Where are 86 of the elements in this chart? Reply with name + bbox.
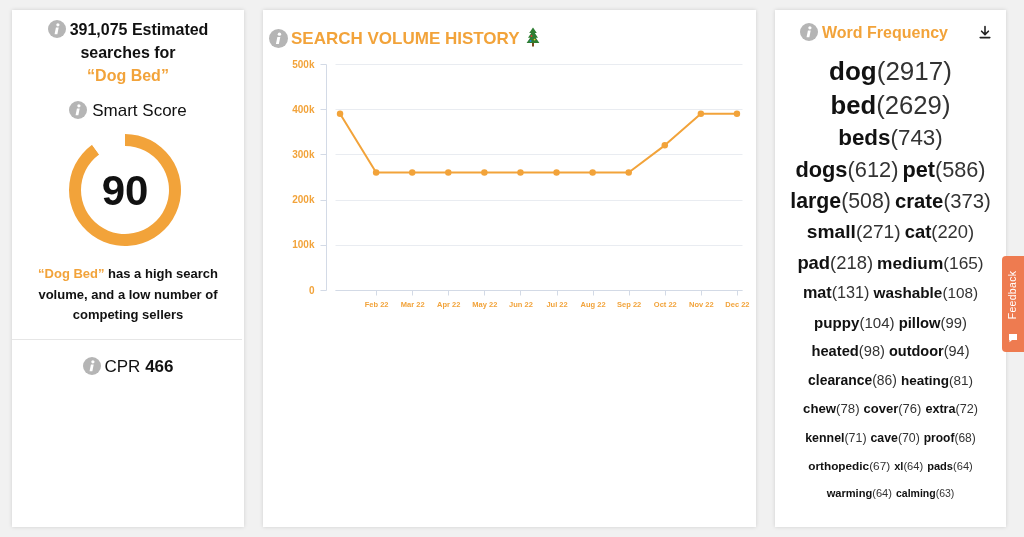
point (408, 169, 416, 176)
data-label: (78) (836, 401, 860, 417)
data-label: (63) (935, 487, 955, 500)
category-label: proof (923, 430, 955, 445)
data-label: (165) (943, 252, 984, 273)
category-label: small (806, 221, 856, 243)
category-label: puppy (814, 313, 860, 331)
point (589, 169, 596, 176)
data-label: (71) (844, 430, 867, 445)
category-label: heated (811, 342, 859, 359)
data-label: (99) (940, 314, 967, 331)
data-label: (586) (934, 157, 986, 182)
category-label: bed (830, 90, 877, 119)
text: Feedback (1005, 269, 1019, 322)
data-label: (94) (943, 342, 970, 359)
data-label: (76) (898, 401, 922, 417)
point (625, 169, 632, 176)
data-label: (218) (830, 251, 874, 273)
text: Word Frequency (821, 23, 948, 43)
data-label: (70) (897, 430, 920, 445)
data-label: (612) (847, 157, 899, 182)
data-label: (104) (859, 313, 895, 331)
category-label: orthopedic (808, 458, 870, 473)
category-label: pillow (898, 314, 941, 331)
y-tick-label: 500k (292, 58, 315, 70)
category-label: dog (829, 56, 877, 87)
data-label: (68) (954, 430, 976, 445)
data-label: (271) (855, 221, 901, 243)
point (697, 110, 705, 117)
text: “Dog Bed” has a high search volume, and a low number of competing sellers (37, 265, 219, 324)
data-label: (98) (858, 342, 885, 359)
data-label: (64) (903, 459, 924, 472)
category-label: crate (894, 189, 944, 212)
data-label: (72) (955, 402, 978, 417)
point (445, 169, 452, 176)
category-label: heating (900, 372, 949, 388)
point (481, 169, 488, 176)
category-label: warming (826, 487, 873, 500)
category-label: cave (870, 430, 898, 445)
point (372, 169, 380, 176)
data-label: (373) (943, 189, 991, 212)
data-label: (2917) (876, 56, 952, 87)
category-label: pad (797, 251, 831, 273)
category-label: large (790, 188, 842, 213)
data-label: (108) (942, 284, 979, 302)
y-tick-label: 300k (292, 148, 315, 160)
point (553, 169, 560, 176)
data-label: (131) (831, 283, 870, 302)
category-label: washable (873, 284, 943, 302)
chart-title: SEARCH VOLUME HISTORY (290, 28, 521, 50)
text: CPR 466 (103, 356, 175, 378)
category-label: cat (904, 221, 932, 243)
category-label: mat (802, 283, 832, 302)
y-tick-label: 400k (292, 103, 315, 115)
category-label: clearance (808, 371, 873, 388)
point (661, 142, 669, 149)
category-label: outdoor (888, 342, 944, 359)
category-label: chew (803, 401, 837, 417)
category-label: cover (863, 401, 899, 417)
data-label: (67) (869, 458, 891, 473)
data-label: (220) (931, 221, 975, 243)
category-label: xl (894, 459, 904, 472)
y-tick-label: 100k (292, 239, 315, 251)
point (517, 169, 524, 176)
chart-title: 391,075 Estimated searches for “Dog Bed” (68, 20, 210, 86)
category-label: calming (895, 487, 936, 500)
y-tick-label: 200k (292, 194, 315, 206)
point (336, 110, 344, 117)
data-label: (81) (948, 372, 973, 388)
category-label: dogs (795, 157, 848, 182)
data-label: (743) (890, 125, 943, 150)
data-label: (64) (872, 487, 892, 500)
data-label: (508) (841, 188, 891, 213)
category-label: extra (925, 402, 956, 417)
data-label: (64) (953, 459, 973, 472)
category-label: beds (838, 125, 891, 150)
category-label: kennel (805, 430, 845, 445)
chart-subtitle: Smart Score (91, 100, 188, 122)
category-label: pet (902, 157, 935, 182)
data-label: (2629) (876, 90, 951, 119)
category-label: medium (877, 252, 944, 273)
data-label: 90 (101, 167, 149, 214)
point (733, 110, 741, 117)
category-label: pads (927, 459, 954, 472)
y-tick-label: 0 (308, 284, 315, 296)
data-label: (86) (872, 371, 897, 388)
